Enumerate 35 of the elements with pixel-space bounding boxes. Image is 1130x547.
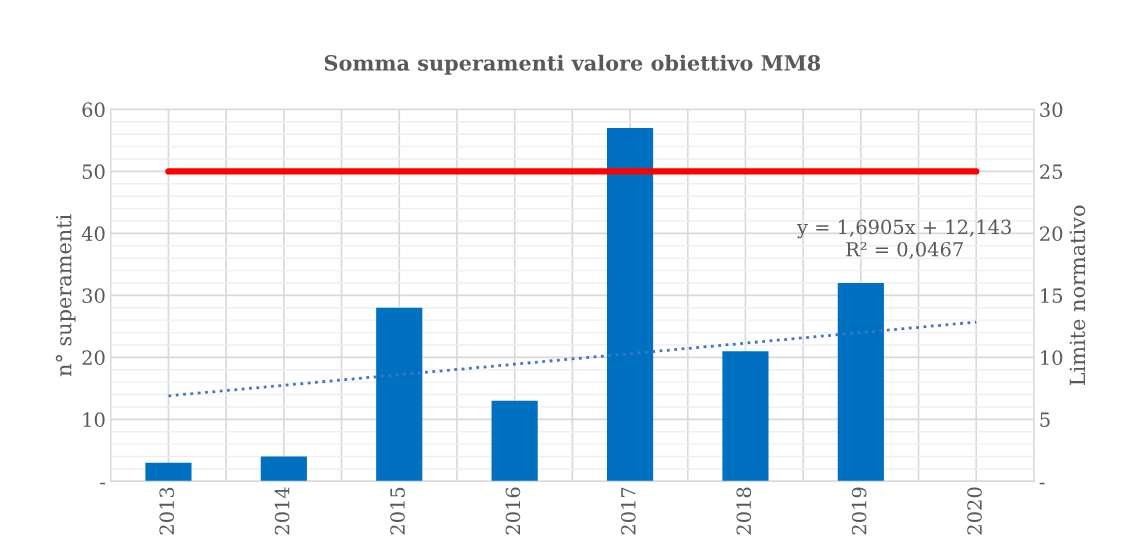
y2-tick-label: - (1039, 482, 1045, 485)
bar (606, 128, 654, 482)
x-tick-label: 2014 (274, 487, 290, 535)
x-tick-label: 2015 (390, 487, 405, 535)
x-tick-label: 2017 (620, 487, 636, 535)
y-tick-label: 20 (82, 350, 105, 366)
y-tick-label: - (100, 482, 106, 485)
bar (491, 400, 538, 482)
y2-tick-label: 20 (1040, 226, 1063, 242)
y2-tick-label: 15 (1041, 288, 1063, 304)
x-tick-label: 2019 (851, 487, 867, 535)
bar (722, 351, 769, 482)
bar (260, 456, 307, 482)
line-series (167, 320, 978, 398)
y2-axis-title: Limite normativo (1069, 205, 1086, 386)
bar (376, 307, 423, 482)
y2-tick-label: 5 (1040, 412, 1050, 428)
y-tick-label: 60 (82, 102, 105, 118)
y-axis-title: n° superamenti (55, 214, 76, 377)
y-tick-label: 10 (83, 412, 105, 428)
x-tick-label: 2016 (505, 487, 521, 535)
y2-tick-label: 25 (1040, 164, 1063, 180)
chart-title: Somma superamenti valore obiettivo MM8 (324, 54, 821, 75)
x-tick-label: 2013 (159, 487, 175, 535)
bar (837, 282, 884, 482)
y-tick-label: 40 (81, 226, 105, 242)
bar (145, 462, 192, 482)
y-tick-label: 50 (82, 164, 105, 180)
annotation: y = 1,6905x + 12,143 (796, 219, 1011, 239)
x-tick-label: 2020 (967, 487, 982, 535)
x-tick-label: 2018 (736, 487, 752, 535)
annotation: R² = 0,0467 (846, 241, 963, 259)
y2-tick-label: 10 (1041, 350, 1063, 366)
y2-tick-label: 30 (1040, 102, 1063, 118)
y-tick-label: 30 (82, 288, 105, 304)
